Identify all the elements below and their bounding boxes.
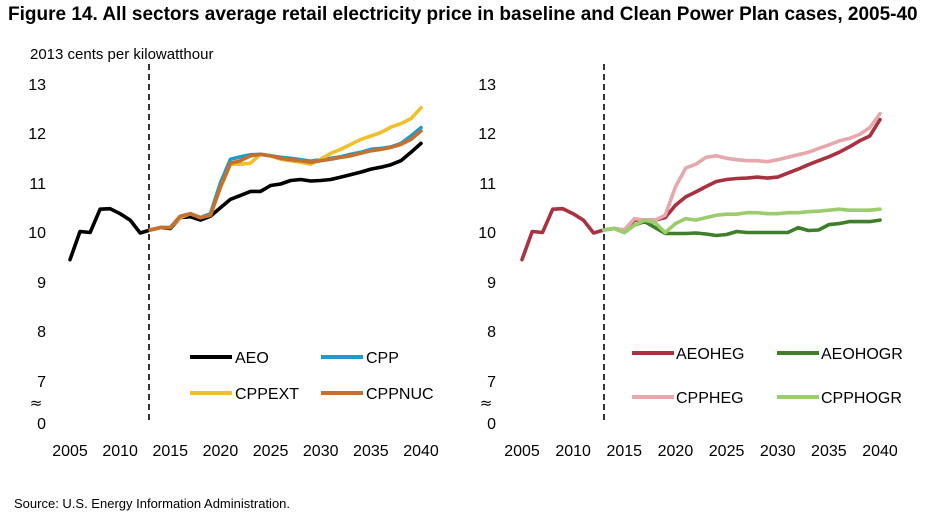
panel2-series-line-cpphogr bbox=[602, 207, 882, 235]
panel2-x-tick-label: 2035 bbox=[811, 443, 847, 460]
panel2-y-tick-label: 0 bbox=[487, 416, 496, 433]
panel1-y-tick-label: 11 bbox=[29, 176, 46, 193]
panel1-y-tick-label: 12 bbox=[28, 126, 46, 143]
panel1-x-tick-label: 2025 bbox=[253, 443, 289, 460]
panel2-series-line-aeoheg bbox=[520, 117, 882, 262]
panel2-series-line-aeohogr bbox=[602, 218, 882, 238]
panel2-x-tick-label: 2040 bbox=[862, 443, 898, 460]
panel1-axis-break-symbol: ≈ bbox=[30, 394, 43, 412]
panel2-legend-label-cppheg: CPPHEG bbox=[676, 390, 744, 407]
panel2-x-tick-label: 2010 bbox=[555, 443, 591, 460]
panel1-legend-label-aeo: AEO bbox=[235, 350, 269, 367]
panel2-y-tick-label: 13 bbox=[478, 77, 496, 94]
panel1-x-tick-label: 2015 bbox=[152, 443, 188, 460]
panel1-y-tick-label: 7 bbox=[37, 374, 46, 391]
panel2-x-tick-label: 2025 bbox=[709, 443, 745, 460]
panel2-legend-label-aeohogr: AEOHOGR bbox=[821, 346, 903, 363]
panel1-legend-label-cpp: CPP bbox=[366, 350, 399, 367]
panel2-legend-label-cpphogr: CPPHOGR bbox=[821, 390, 902, 407]
panel2-y-tick-label: 11 bbox=[479, 176, 496, 193]
panel1-x-tick-label: 2035 bbox=[353, 443, 389, 460]
panel2-y-tick-label: 8 bbox=[487, 324, 496, 341]
panel1-series-line-aeo bbox=[68, 141, 423, 262]
panel1-y-tick-label: 8 bbox=[37, 324, 46, 341]
panel1-legend-label-cppext: CPPEXT bbox=[235, 386, 299, 403]
source-note: Source: U.S. Energy Information Administ… bbox=[14, 496, 291, 511]
panel2-axis-break-symbol: ≈ bbox=[480, 394, 493, 412]
panel2-x-tick-label: 2020 bbox=[658, 443, 694, 460]
panel2-y-tick-label: 12 bbox=[478, 126, 496, 143]
panel1-legend-label-cppnuc: CPPNUC bbox=[366, 386, 434, 403]
panel2-legend-label-aeoheg: AEOHEG bbox=[676, 346, 744, 363]
panel1-y-tick-label: 0 bbox=[37, 416, 46, 433]
panel2-y-tick-label: 10 bbox=[478, 225, 496, 242]
panel1-series-line-cppnuc bbox=[148, 129, 423, 232]
y-axis-unit-label: 2013 cents per kilowatthour bbox=[30, 46, 214, 63]
panel1-y-tick-label: 13 bbox=[28, 77, 46, 94]
panel1-x-tick-label: 2040 bbox=[403, 443, 439, 460]
panel1-y-tick-label: 10 bbox=[28, 225, 46, 242]
panel1-x-tick-label: 2020 bbox=[203, 443, 239, 460]
panel2-y-tick-label: 7 bbox=[487, 374, 496, 391]
figure-title: Figure 14. All sectors average retail el… bbox=[8, 4, 918, 25]
panel1-y-tick-label: 9 bbox=[37, 275, 46, 292]
panel1-x-tick-label: 2010 bbox=[102, 443, 138, 460]
panel2-x-tick-label: 2015 bbox=[606, 443, 642, 460]
panel1-x-tick-label: 2005 bbox=[52, 443, 88, 460]
panel2-y-tick-label: 9 bbox=[487, 275, 496, 292]
panel1-x-tick-label: 2030 bbox=[303, 443, 339, 460]
panel2-x-tick-label: 2005 bbox=[504, 443, 540, 460]
panel2-x-tick-label: 2030 bbox=[760, 443, 796, 460]
